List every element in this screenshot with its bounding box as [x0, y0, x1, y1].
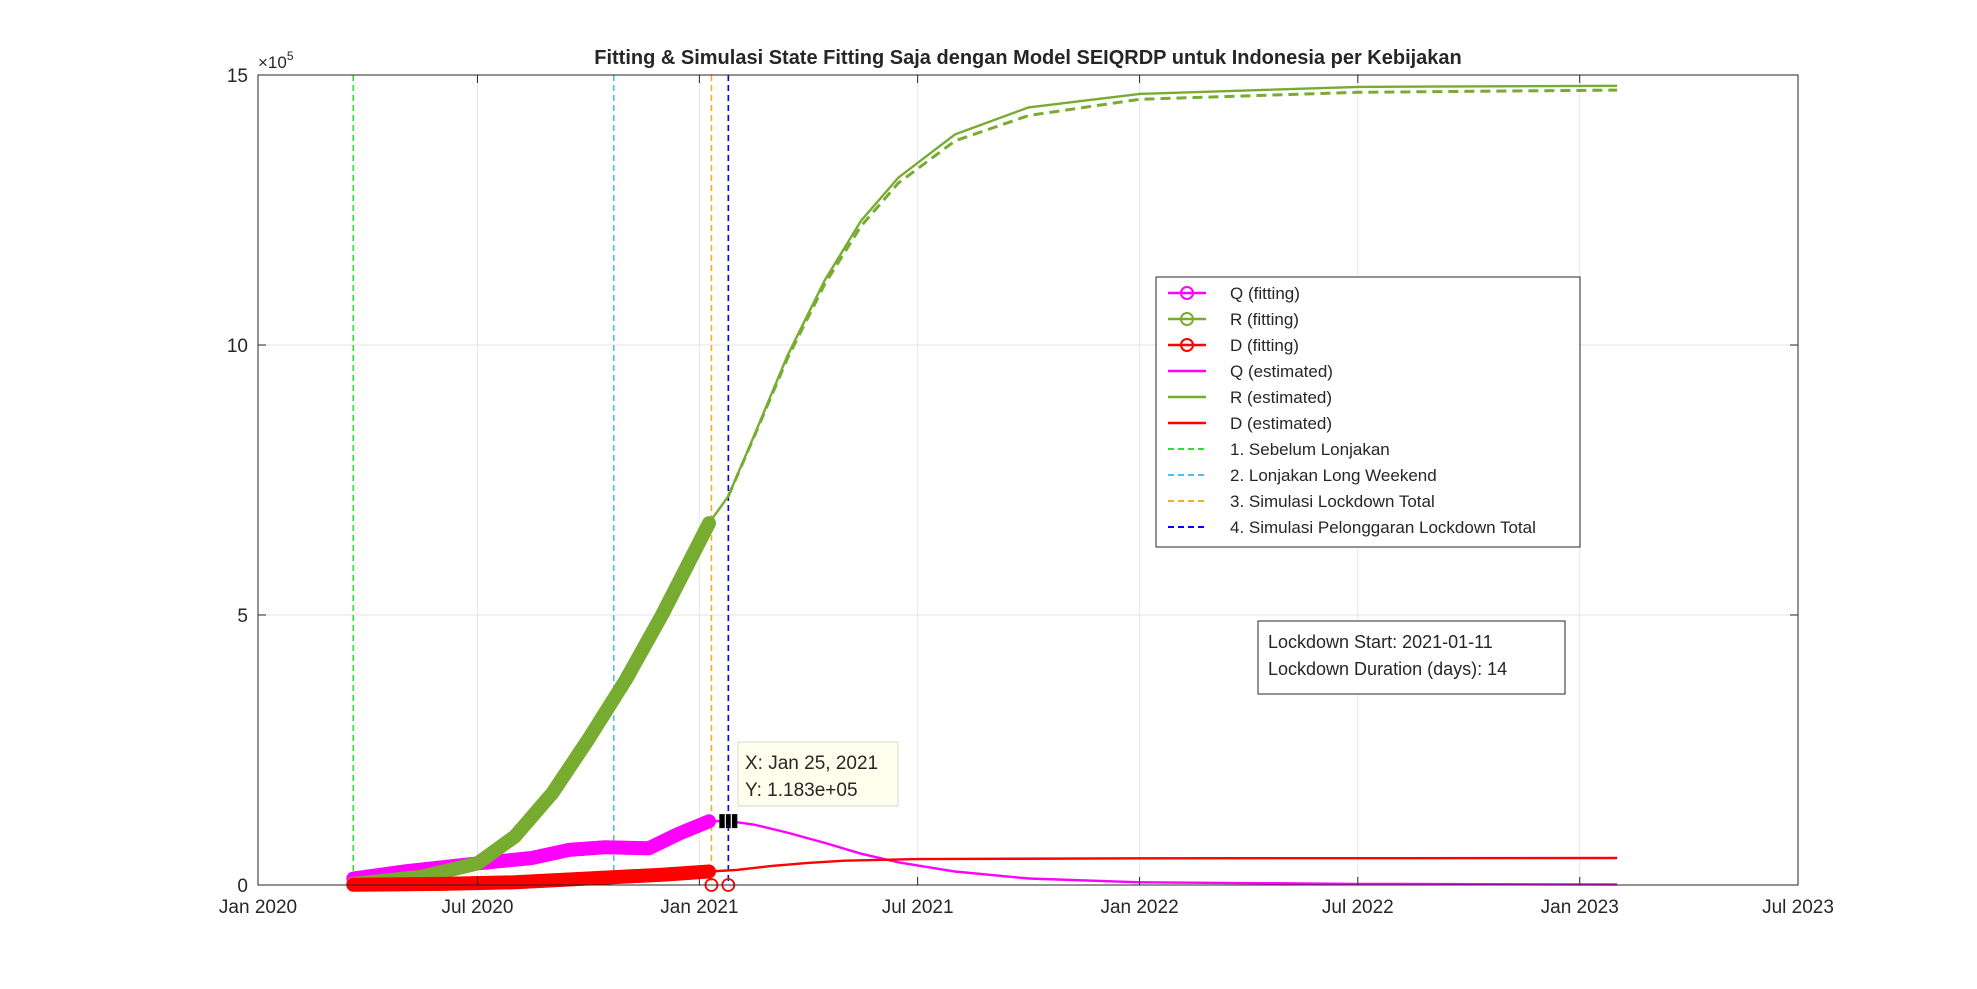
x-tick-label: Jul 2021 [882, 897, 954, 918]
legend-label: D (estimated) [1230, 414, 1332, 433]
series-group [346, 84, 1618, 892]
legend-item: Q (estimated) [1168, 362, 1333, 381]
x-tick-label: Jul 2020 [442, 897, 514, 918]
x-tick-label: Jan 2023 [1541, 897, 1619, 918]
x-tick-label: Jul 2023 [1762, 897, 1834, 918]
legend-marker [1180, 338, 1194, 352]
series-line [708, 856, 1618, 873]
x-tick-label: Jan 2021 [660, 897, 738, 918]
legend-label: 2. Lonjakan Long Weekend [1230, 466, 1437, 485]
legend-label: Q (fitting) [1230, 284, 1300, 303]
datatip-box [737, 741, 899, 807]
y-tick-label: 10 [227, 336, 248, 357]
legend-item: 4. Simulasi Pelonggaran Lockdown Total [1168, 518, 1536, 537]
legend-marker [1180, 312, 1194, 326]
axes-box [257, 74, 1799, 886]
legend: Q (fitting) R (fitting) D (fitting) Q (esti… [1155, 276, 1581, 548]
legend-item: R (fitting) [1168, 310, 1299, 329]
legend-item: 1. Sebelum Lonjakan [1168, 440, 1390, 459]
info-box-line-1: Lockdown Start: 2021-01-11 [1268, 632, 1493, 652]
datatip-y-label: Y: 1.183e+05 [745, 780, 858, 801]
policy-vertical-lines [352, 75, 730, 885]
legend-item: 2. Lonjakan Long Weekend [1168, 466, 1437, 485]
legend-label: 1. Sebelum Lonjakan [1230, 440, 1390, 459]
y-axis-ticks: 0 5 10 15 [227, 66, 1798, 897]
datatip-x-label: X: Jan 25, 2021 [745, 753, 878, 774]
y-tick-label: 5 [237, 606, 248, 627]
legend-item: 3. Simulasi Lockdown Total [1168, 492, 1435, 511]
legend-label: D (fitting) [1230, 336, 1299, 355]
info-box-line-2: Lockdown Duration (days): 14 [1268, 659, 1507, 679]
x-tick-label: Jan 2020 [219, 897, 297, 918]
legend-item: R (estimated) [1168, 388, 1332, 407]
legend-marker [1180, 286, 1194, 300]
legend-label: Q (estimated) [1230, 362, 1333, 381]
y-tick-label: 0 [237, 876, 248, 897]
x-tick-label: Jan 2022 [1100, 897, 1178, 918]
legend-item: D (fitting) [1168, 336, 1299, 355]
legend-label: R (estimated) [1230, 388, 1332, 407]
info-box: Lockdown Start: 2021-01-11 Lockdown Dura… [1257, 620, 1566, 695]
y-tick-label: 15 [227, 66, 248, 87]
chart-title: Fitting & Simulasi State Fitting Saja de… [594, 47, 1462, 69]
x-tick-label: Jul 2022 [1322, 897, 1394, 918]
legend-item: Q (fitting) [1168, 284, 1300, 303]
datatip-anchor[interactable] [719, 814, 738, 829]
legend-label: 4. Simulasi Pelonggaran Lockdown Total [1230, 518, 1536, 537]
series-fitting-marker [700, 518, 715, 533]
series-line [708, 819, 1618, 886]
x-axis-ticks: Jan 2020 Jul 2020 Jan 2021 Jul 2021 Jan 2022… [219, 75, 1834, 918]
info-box-frame [1257, 620, 1566, 695]
legend-label: 3. Simulasi Lockdown Total [1230, 492, 1435, 511]
legend-item: D (estimated) [1168, 414, 1332, 433]
legend-label: R (fitting) [1230, 310, 1299, 329]
datatip[interactable]: X: Jan 25, 2021 Y: 1.183e+05 [737, 741, 899, 807]
legend-box [1155, 276, 1581, 548]
series-dashed-line [726, 88, 1618, 497]
y-exponent-label: ×105 [258, 49, 294, 72]
